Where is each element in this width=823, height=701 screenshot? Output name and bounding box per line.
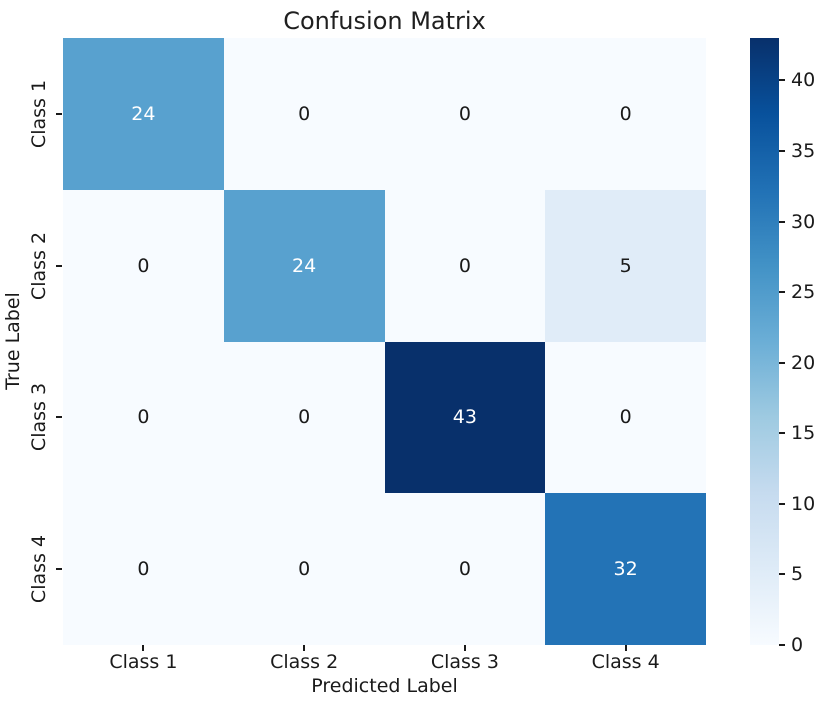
colorbar-tick-label: 10 [791,492,816,515]
colorbar [750,38,779,645]
heatmap-cell: 0 [384,493,546,645]
colorbar-tick-mark [779,220,785,223]
colorbar-tick-label: 30 [791,210,816,233]
heatmap-cell: 43 [384,341,546,494]
x-tick-mark [142,645,145,651]
heatmap-cell: 0 [223,38,385,190]
colorbar-tick-label: 35 [791,139,816,162]
colorbar-tick-label: 20 [791,351,816,374]
heatmap-cell: 5 [545,189,706,342]
heatmap-cell: 0 [545,38,706,190]
heatmap-cell: 32 [545,493,706,645]
heatmap-cell: 0 [223,493,385,645]
colorbar-tick-label: 25 [791,281,816,304]
heatmap-cell: 24 [63,38,224,190]
colorbar-tick-mark [779,573,785,576]
heatmap-cell: 0 [384,38,546,190]
colorbar-tick-mark [779,79,785,82]
colorbar-tick-mark [779,291,785,294]
heatmap-cell: 0 [63,189,224,342]
heatmap-cell: 0 [384,189,546,342]
y-tick-mark [56,416,62,419]
heatmap-cell: 0 [223,341,385,494]
y-tick-label: Class 3 [28,383,50,452]
heatmap-grid: 24 0 0 0 0 24 0 5 0 0 43 0 0 0 0 32 [63,38,706,645]
colorbar-tick-mark [779,432,785,435]
x-axis-title: Predicted Label [311,675,458,697]
heatmap-cell: 24 [223,189,385,342]
heatmap-cell: 0 [63,341,224,494]
y-tick-mark [56,112,62,115]
y-tick-mark [56,568,62,571]
x-tick-label: Class 1 [109,651,178,673]
colorbar-tick-label: 0 [791,634,804,656]
x-tick-mark [624,645,627,651]
x-tick-label: Class 3 [430,651,499,673]
y-tick-label: Class 4 [28,535,50,604]
y-tick-label: Class 2 [28,231,50,300]
colorbar-tick-mark [779,502,785,505]
colorbar-tick-label: 5 [791,563,804,586]
colorbar-tick-mark [779,644,785,646]
y-axis-title: True Label [2,292,24,390]
heatmap-cell: 0 [545,341,706,494]
colorbar-tick-label: 15 [791,422,816,445]
chart-title: Confusion Matrix [283,7,486,35]
y-tick-mark [56,264,62,267]
y-tick-label: Class 1 [28,79,50,148]
x-tick-label: Class 2 [270,651,339,673]
heatmap-cell: 0 [63,493,224,645]
x-tick-mark [303,645,306,651]
colorbar-tick-label: 40 [791,69,816,92]
x-tick-mark [463,645,466,651]
colorbar-tick-mark [779,149,785,152]
x-tick-label: Class 4 [591,651,660,673]
colorbar-tick-mark [779,361,785,364]
